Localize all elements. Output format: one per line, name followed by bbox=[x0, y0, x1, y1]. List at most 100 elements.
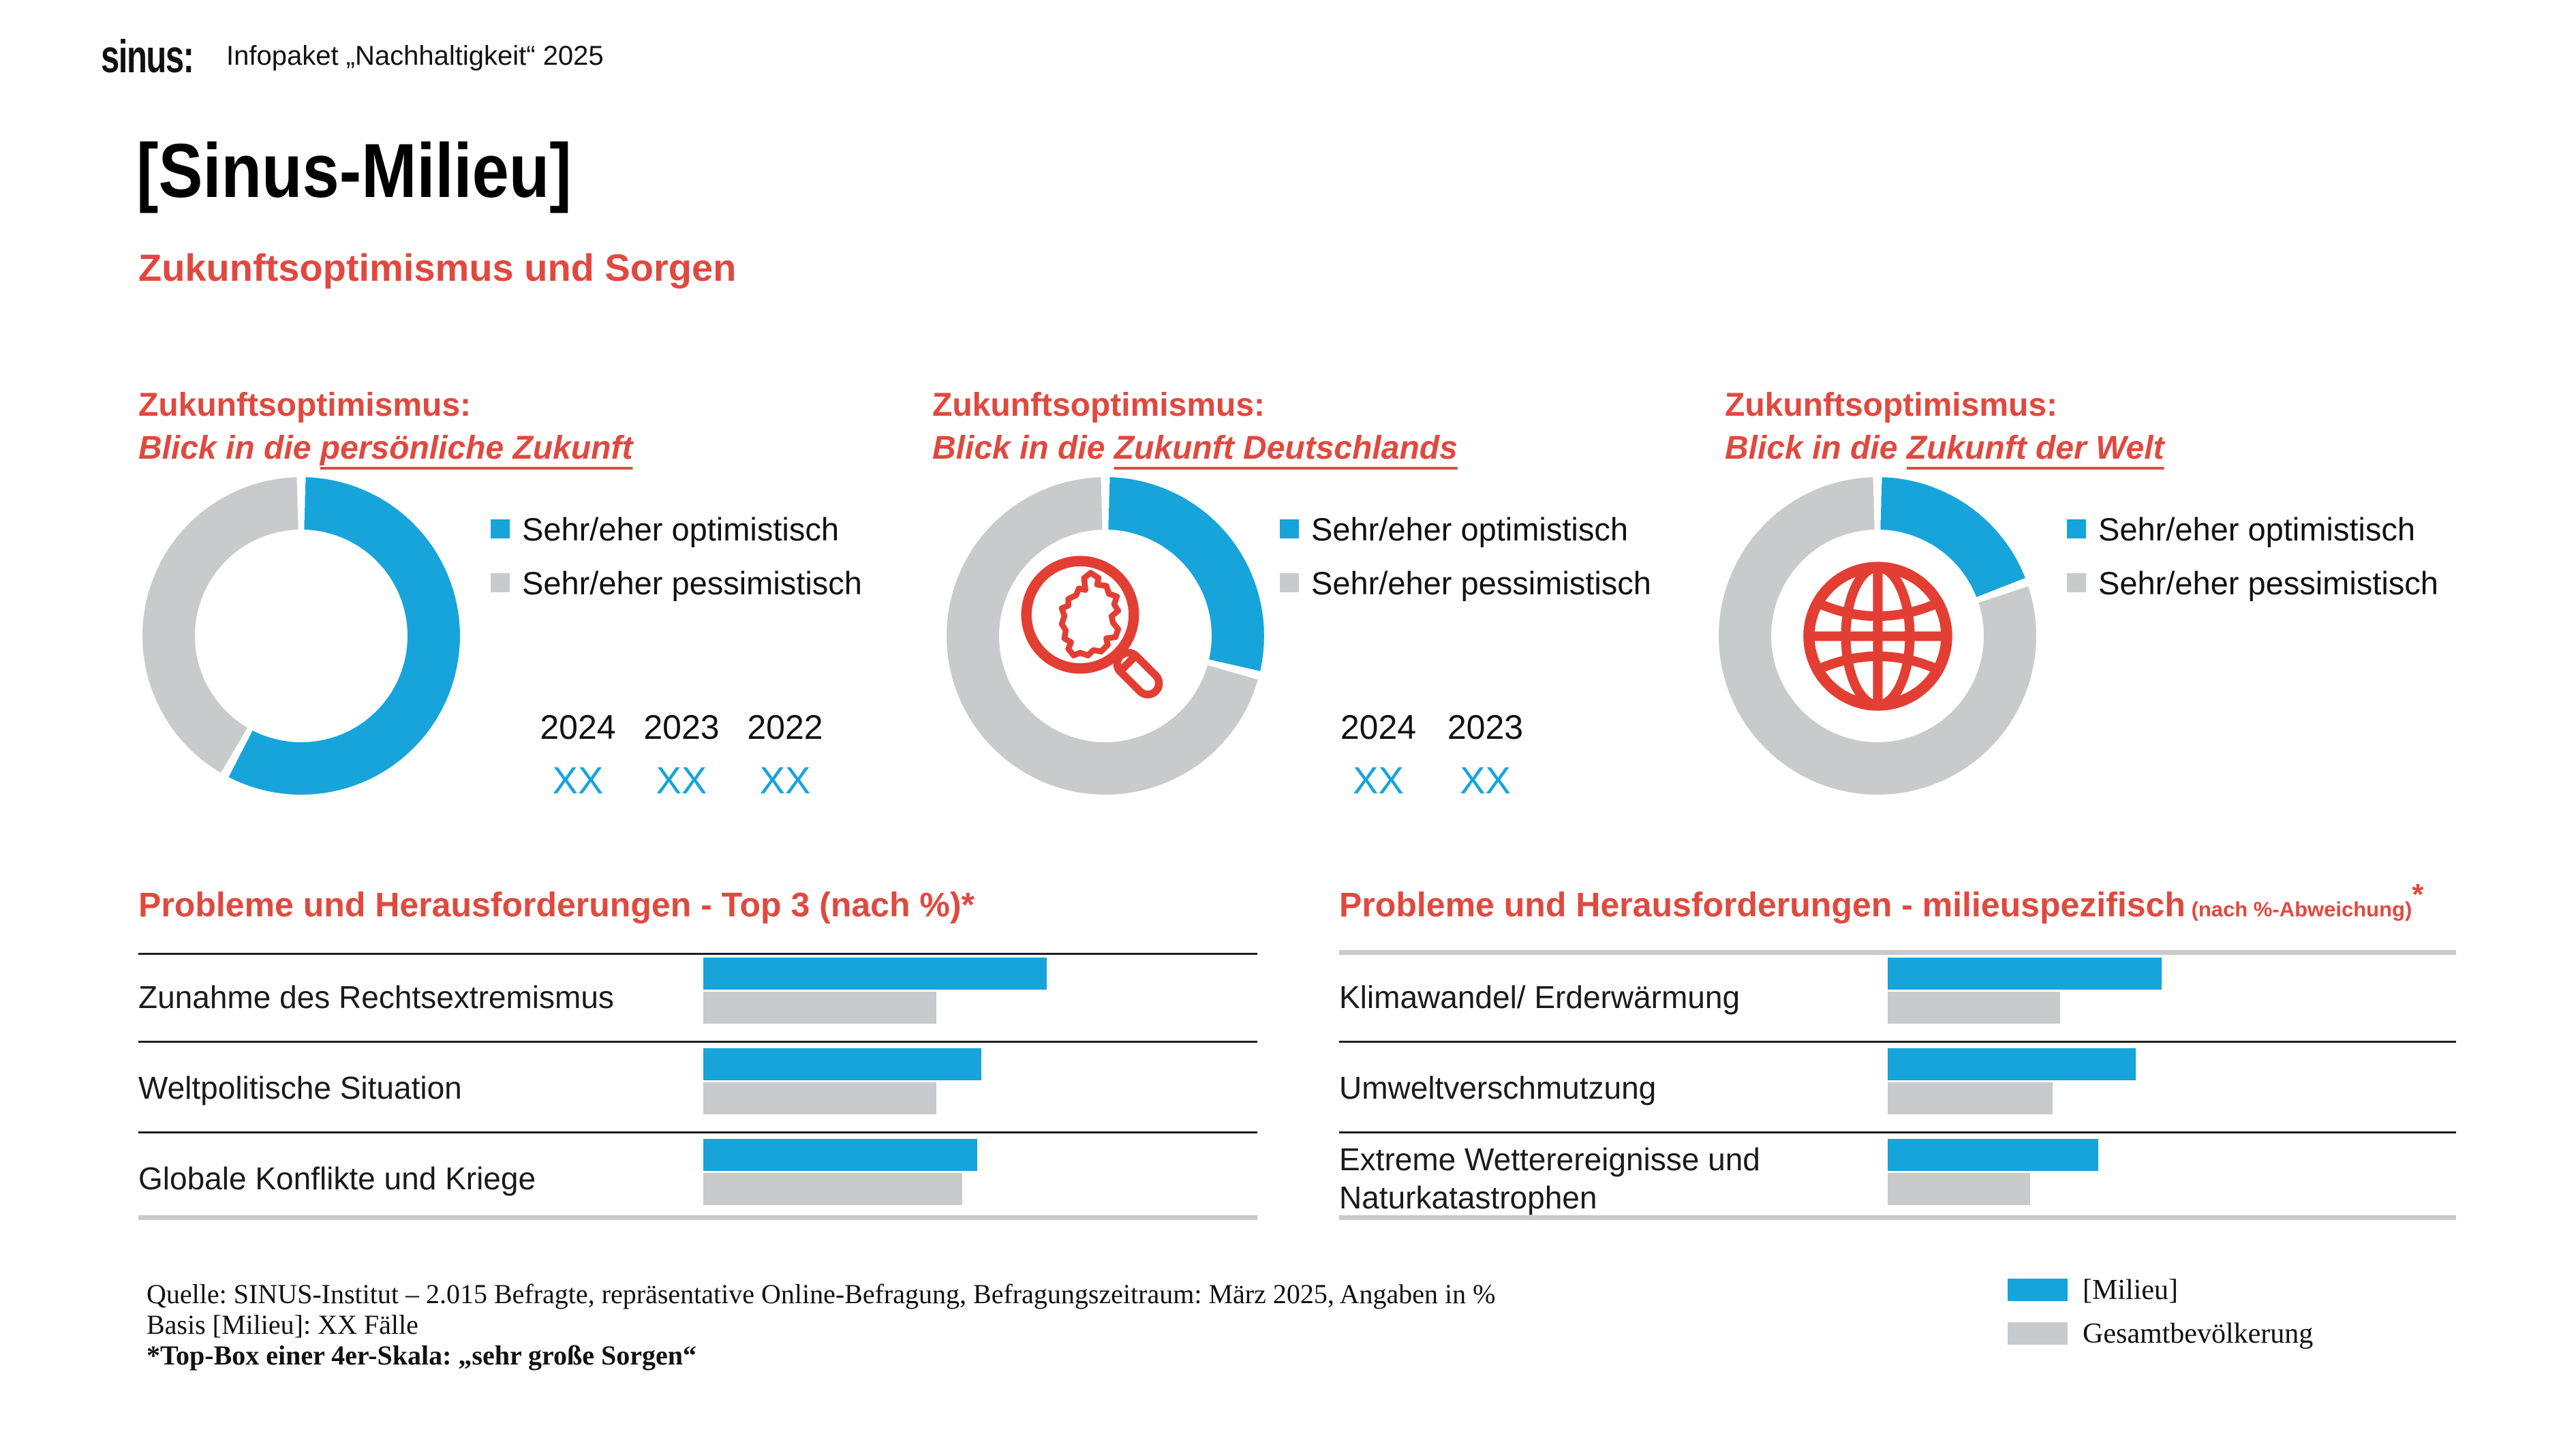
source-note: Quelle: SINUS-Institut – 2.015 Befragte,… bbox=[147, 1279, 1495, 1371]
divider bbox=[1339, 1131, 2456, 1133]
history-year: 2023 bbox=[1447, 708, 1524, 746]
legend-swatch-blue bbox=[491, 519, 510, 538]
history-cell: 2023 XX bbox=[630, 707, 733, 802]
history-value: XX bbox=[759, 759, 811, 802]
bar-section2-title: Probleme und Herausforderungen - milieus… bbox=[1339, 878, 2423, 925]
donut2-title: Zukunftsoptimismus: Blick in die Zukunft… bbox=[932, 384, 1458, 470]
bar-milieu bbox=[703, 1048, 981, 1080]
donut1-ring bbox=[142, 477, 460, 795]
donut3-title-line1: Zukunftsoptimismus: bbox=[1725, 387, 2057, 423]
history-year: 2022 bbox=[747, 708, 823, 746]
legend-label: Sehr/eher pessimistisch bbox=[1311, 564, 1651, 601]
divider bbox=[1339, 1041, 2456, 1043]
history-value: XX bbox=[1353, 759, 1404, 802]
bar-milieu bbox=[1888, 1048, 2136, 1080]
legend-label: Sehr/eher optimistisch bbox=[522, 510, 839, 547]
history-value: XX bbox=[1460, 759, 1511, 802]
bar-gesamtbevoelkerung bbox=[703, 1173, 962, 1205]
legend-label: Gesamtbevölkerung bbox=[2083, 1317, 2314, 1349]
donut1-history: 2024 XX 2023 XX 2022 XX bbox=[526, 707, 837, 802]
footer-legend: [Milieu] Gesamtbevölkerung bbox=[2008, 1275, 2313, 1366]
legend-swatch-gray bbox=[491, 573, 510, 592]
bar-gesamtbevoelkerung bbox=[703, 1082, 936, 1114]
donut2-history: 2024 XX 2023 XX bbox=[1325, 707, 1539, 802]
donut2-title-underlined: Zukunft Deutschlands bbox=[1114, 430, 1458, 466]
legend-swatch-blue bbox=[1280, 519, 1299, 538]
divider bbox=[138, 1041, 1257, 1043]
donut3-title-prefix: Blick in die bbox=[1725, 430, 1907, 466]
legend-swatch-gray bbox=[1280, 573, 1299, 592]
divider bbox=[1339, 950, 2456, 955]
bar-row-label-line1: Extreme Wetterereignisse und bbox=[1339, 1142, 1760, 1177]
legend-swatch-blue bbox=[2067, 519, 2086, 538]
donut2-title-prefix: Blick in die bbox=[932, 430, 1114, 466]
donut1-legend: Sehr/eher optimistisch Sehr/eher pessimi… bbox=[491, 510, 862, 617]
bar-milieu bbox=[1888, 1139, 2098, 1171]
source-line3: *Top-Box einer 4er-Skala: „sehr große So… bbox=[147, 1340, 697, 1371]
globe-icon bbox=[1803, 562, 1952, 711]
bar-gesamtbevoelkerung bbox=[703, 992, 936, 1024]
donut1-title-underlined: persönliche Zukunft bbox=[320, 430, 633, 466]
source-line2: Basis [Milieu]: XX Fälle bbox=[147, 1309, 418, 1340]
sinus-logo: sinus: bbox=[101, 31, 194, 82]
donut2-legend: Sehr/eher optimistisch Sehr/eher pessimi… bbox=[1280, 510, 1651, 617]
donut3-title: Zukunftsoptimismus: Blick in die Zukunft… bbox=[1725, 384, 2164, 470]
bar-row-label-line2: Naturkatastrophen bbox=[1339, 1180, 1597, 1215]
bar-milieu bbox=[1888, 958, 2162, 990]
donut3-title-underlined: Zukunft der Welt bbox=[1906, 430, 2164, 466]
bar-milieu bbox=[703, 958, 1047, 990]
bar-section2-title-main: Probleme und Herausforderungen - milieus… bbox=[1339, 885, 2186, 924]
page-subtitle: Zukunftsoptimismus und Sorgen bbox=[138, 246, 737, 289]
donut1-legend-pessimistic: Sehr/eher pessimistisch bbox=[491, 564, 862, 602]
legend-label: Sehr/eher optimistisch bbox=[2098, 510, 2415, 547]
legend-label: Sehr/eher pessimistisch bbox=[2098, 564, 2438, 601]
donut3-legend: Sehr/eher optimistisch Sehr/eher pessimi… bbox=[2067, 510, 2438, 617]
donut1-legend-optimistic: Sehr/eher optimistisch bbox=[491, 510, 862, 548]
divider bbox=[138, 1215, 1257, 1220]
donut1-title-line1: Zukunftsoptimismus: bbox=[138, 387, 471, 423]
legend-label: Sehr/eher pessimistisch bbox=[522, 564, 862, 601]
footer-legend-milieu: [Milieu] bbox=[2008, 1275, 2313, 1306]
donut1-title-prefix: Blick in die bbox=[138, 430, 320, 466]
bar-section2-title-asterisk: * bbox=[2412, 878, 2424, 911]
bar-gesamtbevoelkerung bbox=[1888, 1082, 2053, 1114]
history-value: XX bbox=[552, 759, 604, 802]
bar-chart-top3: Zunahme des Rechtsextremismus Weltpoliti… bbox=[138, 953, 1257, 1225]
history-cell: 2024 XX bbox=[526, 707, 630, 802]
document-title: Infopaket „Nachhaltigkeit“ 2025 bbox=[226, 41, 604, 71]
bar-row-label: Zunahme des Rechtsextremismus bbox=[138, 979, 614, 1015]
donut2-legend-pessimistic: Sehr/eher pessimistisch bbox=[1280, 564, 1651, 602]
history-cell: 2022 XX bbox=[733, 707, 837, 802]
germany-magnifier-icon bbox=[1021, 555, 1163, 699]
bar-row-label: Klimawandel/ Erderwärmung bbox=[1339, 979, 1741, 1015]
legend-label: [Milieu] bbox=[2083, 1274, 2178, 1306]
legend-label: Sehr/eher optimistisch bbox=[1311, 510, 1628, 547]
history-cell: 2024 XX bbox=[1325, 707, 1432, 802]
history-value: XX bbox=[656, 759, 707, 802]
bar-section1-title-main: Probleme und Herausforderungen - Top 3 (… bbox=[138, 885, 975, 924]
bar-row-label: Extreme Wetterereignisse und Naturkatast… bbox=[1339, 1140, 1760, 1217]
divider bbox=[138, 1131, 1257, 1133]
page-title: [Sinus-Milieu] bbox=[136, 128, 572, 213]
divider bbox=[1339, 1215, 2456, 1220]
bar-row-label: Globale Konflikte und Kriege bbox=[138, 1161, 536, 1196]
footer-legend-gesamtbevoelkerung: Gesamtbevölkerung bbox=[2008, 1318, 2313, 1349]
source-line1: Quelle: SINUS-Institut – 2.015 Befragte,… bbox=[147, 1279, 1496, 1309]
bar-chart-milieuspezifisch: Klimawandel/ Erderwärmung Umweltverschmu… bbox=[1339, 950, 2456, 1225]
donut2-title-line2: Blick in die Zukunft Deutschlands bbox=[932, 427, 1458, 470]
bar-gesamtbevoelkerung bbox=[1888, 992, 2060, 1024]
donut1-title-line2: Blick in die persönliche Zukunft bbox=[138, 427, 632, 470]
donut2-title-line1: Zukunftsoptimismus: bbox=[932, 387, 1265, 423]
bar-section1-title: Probleme und Herausforderungen - Top 3 (… bbox=[138, 878, 975, 925]
bar-section2-title-small: (nach %-Abweichung) bbox=[2185, 897, 2412, 921]
divider bbox=[138, 953, 1257, 955]
history-year: 2023 bbox=[643, 708, 720, 746]
bar-gesamtbevoelkerung bbox=[1888, 1173, 2030, 1205]
donut1-hole bbox=[195, 530, 408, 742]
donut1-title: Zukunftsoptimismus: Blick in die persönl… bbox=[138, 384, 632, 470]
legend-swatch-gray bbox=[2067, 573, 2086, 592]
legend-swatch-blue bbox=[2008, 1279, 2068, 1301]
history-cell: 2023 XX bbox=[1432, 707, 1539, 802]
bar-row-label: Weltpolitische Situation bbox=[138, 1070, 462, 1105]
